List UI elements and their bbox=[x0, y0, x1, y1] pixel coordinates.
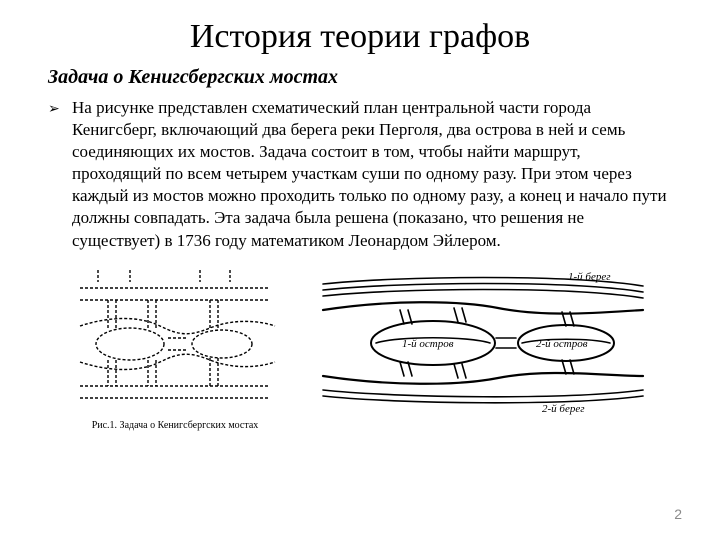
label-island-right: 2-й остров bbox=[536, 338, 588, 350]
label-island-left: 1-й остров bbox=[402, 338, 454, 350]
figure-1-caption: Рис.1. Задача о Кенигсбергских мостах bbox=[92, 420, 259, 431]
figure-2-svg: 1-й берег 1-й остров 2-й остров 2-й бере… bbox=[318, 266, 648, 416]
figure-1: Рис.1. Задача о Кенигсбергских мостах bbox=[60, 266, 290, 431]
label-bank-bottom: 2-й берег bbox=[542, 403, 585, 415]
body-text: На рисунке представлен схематический пла… bbox=[72, 97, 672, 252]
bullet-glyph: ➢ bbox=[48, 97, 64, 119]
slide-subtitle: Задача о Кенигсбергских мостах bbox=[48, 66, 672, 89]
figure-2: 1-й берег 1-й остров 2-й остров 2-й бере… bbox=[318, 266, 648, 416]
label-bank-top: 1-й берег bbox=[568, 271, 611, 283]
slide-title: История теории графов bbox=[48, 18, 672, 56]
page-number: 2 bbox=[674, 506, 682, 522]
figure-1-svg bbox=[60, 266, 290, 416]
